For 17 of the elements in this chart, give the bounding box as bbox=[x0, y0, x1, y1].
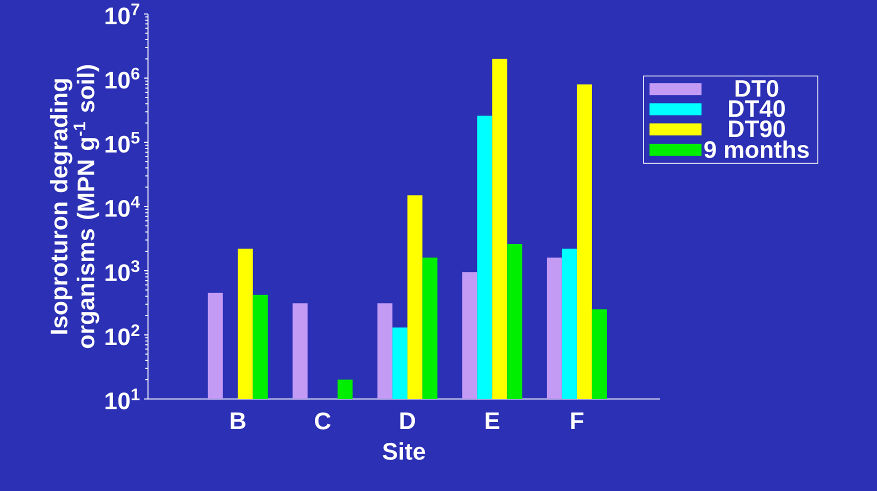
y-tick-label: 10$^{5}$ bbox=[106, 132, 140, 153]
legend-label: 9 months bbox=[704, 140, 809, 158]
x-tick-label: E bbox=[486, 412, 500, 429]
legend-label: DT0 bbox=[736, 80, 778, 97]
x-tick-label: D bbox=[400, 412, 416, 429]
x-tick-label: F bbox=[571, 412, 584, 429]
y-tick-label: 10$^{4}$ bbox=[106, 196, 140, 217]
y-tick-label: 10$^{6}$ bbox=[106, 68, 140, 89]
y-tick-label: 10$^{3}$ bbox=[106, 260, 140, 282]
y-tick-label: 10$^{1}$ bbox=[106, 388, 140, 410]
y-tick-label: 10$^{2}$ bbox=[106, 324, 140, 346]
x-axis-title: Site bbox=[382, 442, 426, 460]
x-tick-label: B bbox=[230, 412, 246, 429]
legend-label: DT40 bbox=[728, 100, 785, 118]
legend-label: DT90 bbox=[728, 120, 785, 138]
y-tick-label: 10$^{7}$ bbox=[106, 4, 140, 24]
x-tick-label: C bbox=[314, 412, 331, 430]
